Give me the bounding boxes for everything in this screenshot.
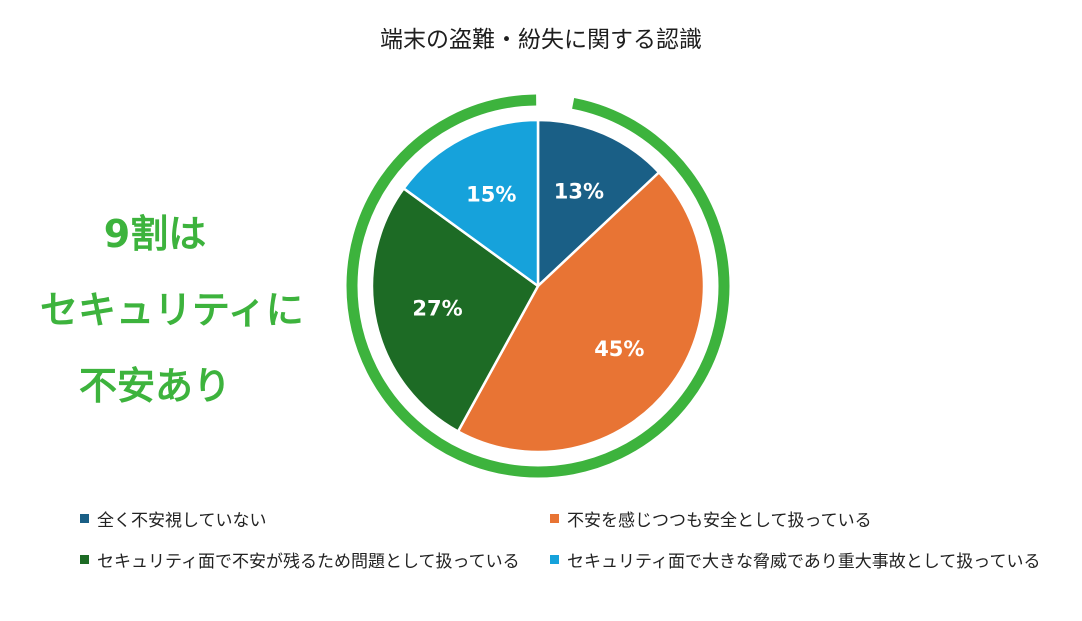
callout-line-3: 不安あり xyxy=(78,364,231,408)
legend-swatch-2 xyxy=(80,555,89,564)
pie-slice-3 xyxy=(402,118,540,288)
pie-chart: 13% 45% 27% 15% xyxy=(346,94,730,478)
legend-label-1: 不安を感じつつも安全として扱っている xyxy=(567,511,872,531)
legend-item-2: セキュリティ面で不安が残るため問題として扱っている xyxy=(80,547,550,572)
pie-slice-0 xyxy=(536,118,661,288)
pie-slice-1 xyxy=(456,171,706,454)
chart-title: 端末の盗難・紛失に関する認識 xyxy=(380,27,702,53)
legend-swatch-0 xyxy=(80,514,89,523)
callout-line-1: 9割は xyxy=(103,212,207,256)
legend-item-3: セキュリティ面で大きな脅威であり重大事故として扱っている xyxy=(550,547,1040,572)
legend-item-1: 不安を感じつつも安全として扱っている xyxy=(550,506,1020,531)
callout-line-2: セキュリティに xyxy=(40,288,304,332)
highlight-arc xyxy=(346,94,730,478)
pie-slice-label-0: 13% xyxy=(554,180,604,204)
legend-item-0: 全く不安視していない xyxy=(80,506,550,531)
pie-slice-label-1: 45% xyxy=(594,337,644,361)
legend-label-2: セキュリティ面で不安が残るため問題として扱っている xyxy=(97,552,520,572)
legend: 全く不安視していない 不安を感じつつも安全として扱っている セキュリティ面で不安… xyxy=(80,506,1040,572)
legend-label-3: セキュリティ面で大きな脅威であり重大事故として扱っている xyxy=(567,552,1041,572)
legend-label-0: 全く不安視していない xyxy=(97,511,267,531)
pie-slice-2 xyxy=(370,187,540,433)
legend-swatch-1 xyxy=(550,514,559,523)
legend-swatch-3 xyxy=(550,555,559,564)
pie-slice-label-2: 27% xyxy=(412,296,462,320)
callout-text: 9割は セキュリティに 不安あり xyxy=(40,196,304,424)
pie-slice-label-3: 15% xyxy=(466,182,516,206)
